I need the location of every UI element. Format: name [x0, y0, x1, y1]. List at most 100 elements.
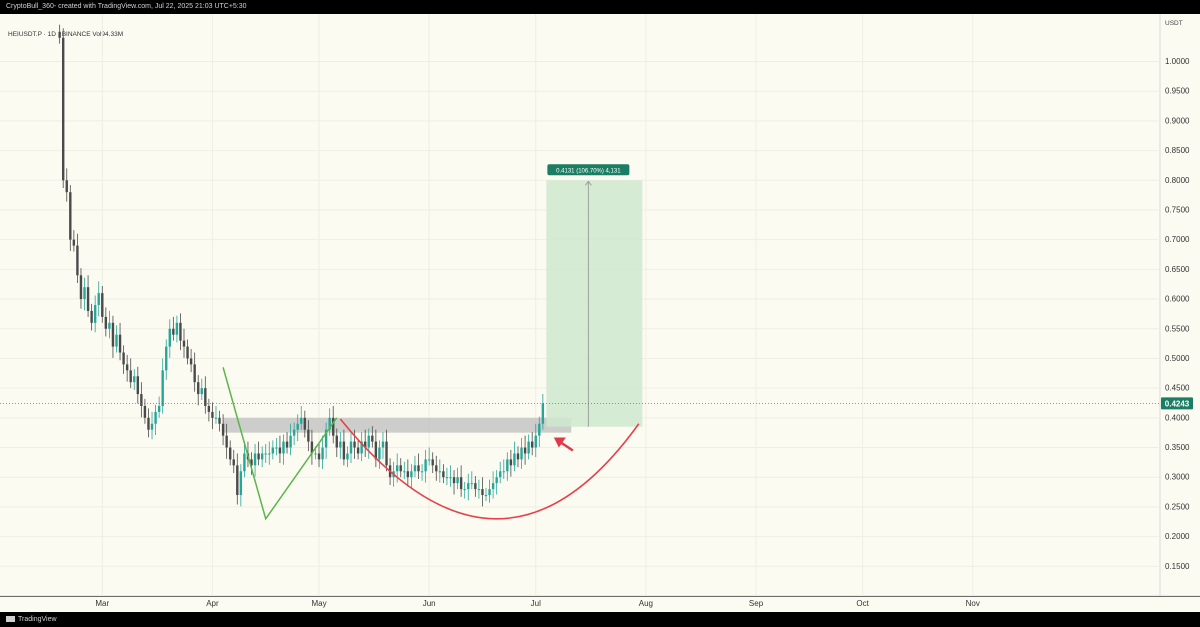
- candle-body: [335, 435, 338, 448]
- candle-body: [150, 423, 154, 430]
- candle-body: [300, 417, 303, 424]
- candle-body: [257, 453, 260, 460]
- time-axis[interactable]: Mar Apr May Jun Jul Aug Sep Oct Nov: [95, 599, 979, 608]
- candle-body: [506, 459, 509, 472]
- x-tick-label: Oct: [856, 599, 869, 608]
- candle-body: [133, 376, 136, 383]
- target-zone: [546, 180, 643, 427]
- candle-body: [484, 495, 488, 497]
- candle-body: [488, 489, 491, 496]
- x-tick-label: May: [311, 599, 326, 608]
- y-tick-label: 0.7000: [1165, 235, 1190, 244]
- candle-body: [118, 334, 122, 353]
- candle-body: [90, 310, 93, 323]
- candle-body: [424, 459, 427, 472]
- candle-body: [310, 441, 314, 454]
- candle-body: [353, 441, 356, 448]
- candle-body: [218, 417, 221, 424]
- candle-body: [232, 459, 235, 466]
- candle-body: [438, 471, 442, 473]
- candle-body: [364, 441, 367, 448]
- symbol-legend: HEIUSDT.P · 1D · BINANCE Vol94.33M: [8, 31, 123, 38]
- candle-body: [86, 287, 90, 311]
- footer-bar: TradingView: [0, 612, 1200, 627]
- candle-body: [541, 403, 545, 424]
- y-tick-label: 0.8500: [1165, 146, 1190, 155]
- candle-body: [435, 465, 438, 472]
- candle-body: [271, 447, 275, 454]
- candle-body: [204, 388, 207, 406]
- y-tick-label: 0.7500: [1165, 205, 1190, 214]
- candle-body: [324, 429, 328, 448]
- candle-body: [349, 441, 353, 454]
- target-label: 0.4131 (106.70%) 4,131: [556, 168, 621, 174]
- candle-body: [530, 441, 534, 448]
- candle-body: [108, 322, 111, 329]
- y-tick-label: 0.3500: [1165, 443, 1190, 452]
- candle-body: [211, 411, 214, 418]
- candle-body: [193, 364, 196, 383]
- candle-body: [125, 364, 129, 371]
- candle-body: [157, 405, 161, 412]
- candle-body: [83, 287, 86, 300]
- current-price-box: [1161, 397, 1193, 410]
- candle-body: [189, 358, 193, 365]
- candle-body: [477, 489, 481, 491]
- candle-body: [250, 459, 253, 466]
- candle-body: [538, 423, 541, 436]
- y-tick-label: 0.1500: [1165, 562, 1190, 571]
- candle-body: [147, 417, 150, 430]
- candle-body: [332, 417, 335, 436]
- candle-body: [395, 465, 399, 472]
- price-axis[interactable]: 1.0000 0.9500 0.9000 0.8500 0.8000 0.7500 0.70…: [1161, 57, 1193, 571]
- candle-body: [101, 293, 104, 317]
- candle-body: [214, 417, 218, 419]
- candle-body: [140, 394, 143, 406]
- time-axis-background: [0, 597, 1200, 612]
- candle-body: [456, 477, 459, 484]
- candle-body: [221, 423, 225, 436]
- y-tick-label: 0.4500: [1165, 384, 1190, 393]
- candle-body: [228, 447, 232, 460]
- zones: 0.4131 (106.70%) 4,131: [223, 164, 643, 433]
- attribution-bar: CryptoBull_360- created with TradingView…: [0, 0, 1200, 14]
- candle-body: [161, 370, 164, 406]
- resistance-zone: [223, 417, 572, 433]
- x-tick-label: Mar: [95, 599, 109, 608]
- candle-body: [360, 441, 363, 454]
- tradingview-logo-icon: [6, 616, 15, 623]
- candle-body: [264, 453, 267, 455]
- candle-body: [260, 453, 264, 460]
- candle-body: [253, 453, 257, 466]
- candle-body: [339, 441, 342, 448]
- price-chart[interactable]: HEIUSDT.P · 1D · BINANCE Vol94.33M USDT …: [0, 14, 1200, 612]
- logo-text: TradingView: [18, 616, 57, 623]
- candle-body: [275, 447, 278, 449]
- x-tick-label: Nov: [966, 599, 980, 608]
- candle-body: [143, 405, 147, 418]
- candle-body: [346, 453, 349, 460]
- candle-body: [243, 453, 246, 472]
- candle-body: [342, 441, 346, 460]
- candle-body: [268, 453, 271, 455]
- red-cup-curve: [339, 418, 640, 520]
- candle-body: [278, 447, 282, 454]
- candle-body: [79, 275, 83, 300]
- y-tick-label: 0.8000: [1165, 176, 1190, 185]
- candle-body: [467, 483, 470, 490]
- candle-body: [410, 471, 413, 478]
- candle-body: [513, 453, 516, 466]
- candle-body: [175, 322, 179, 335]
- candle-body: [481, 489, 484, 496]
- candle-body: [62, 37, 65, 181]
- green-v-pattern: [222, 367, 338, 521]
- candle-body: [459, 477, 463, 490]
- candle-body: [69, 192, 72, 240]
- y-tick-label: 0.2000: [1165, 532, 1190, 541]
- y-tick-label: 1.0000: [1165, 57, 1190, 66]
- candle-body: [523, 447, 527, 454]
- candle-body: [58, 31, 61, 38]
- candle-body: [381, 441, 385, 448]
- candle-body: [282, 441, 285, 454]
- candle-body: [314, 453, 317, 455]
